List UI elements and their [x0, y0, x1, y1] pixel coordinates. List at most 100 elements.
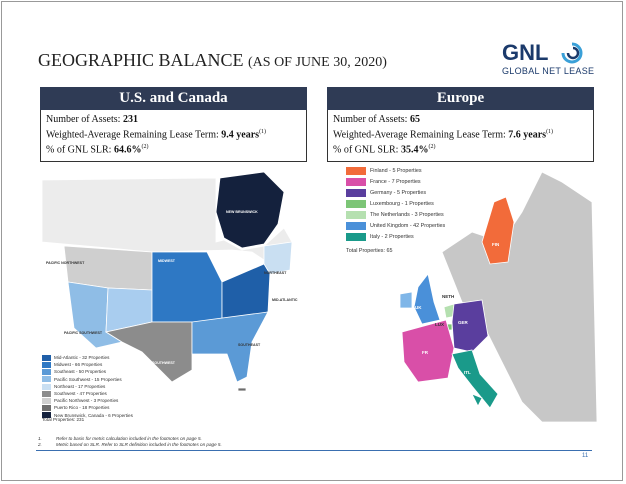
legend-swatch [346, 221, 366, 230]
panel-heading: Europe [327, 87, 594, 110]
legend-label: The Netherlands - 3 Properties [370, 212, 444, 218]
legend-swatch [42, 361, 51, 368]
legend-swatch [42, 412, 51, 419]
info-line: % of GNL SLR: 35.4%(2) [333, 141, 588, 156]
us-region-label: PACIFIC SOUTHWEST [64, 331, 103, 335]
legend-swatch [42, 390, 51, 397]
legend-label: Pacific Northwest - 3 Properties [54, 398, 119, 404]
us-legend: Mid-Atlantic - 32 Properties Midwest - 66… [42, 354, 133, 419]
legend-label: France - 7 Properties [370, 179, 421, 185]
legend-swatch [346, 199, 366, 208]
info-line: Number of Assets: 231 [46, 114, 301, 126]
legend-swatch [346, 166, 366, 175]
legend-label: Mid-Atlantic - 32 Properties [54, 355, 110, 360]
panel-body: Number of Assets: 65 Weighted-Average Rem… [327, 110, 594, 162]
legend-label: Pacific Southwest - 15 Properties [54, 376, 122, 382]
legend-label: Southeast - 50 Properties [54, 369, 107, 375]
legend-label: Northeast - 17 Properties [54, 383, 106, 389]
legend-item: Mid-Atlantic - 32 Properties [42, 354, 133, 361]
info-line: % of GNL SLR: 64.6%(2) [46, 141, 301, 156]
legend-item: Puerto Rico - 18 Properties [42, 404, 133, 412]
us-total: Total Properties: 231 [42, 417, 85, 422]
title-text: GEOGRAPHIC BALANCE [38, 50, 244, 70]
eu-country-label: FR [422, 350, 429, 355]
info-value: 65 [409, 114, 420, 125]
legend-item: Finland - 5 Properties [346, 166, 445, 177]
maps: NEW BRUNSWICK MIDWEST NORTHEAST PACIFIC NOR… [41, 171, 598, 423]
legend-item: Southwest - 47 Properties [42, 390, 133, 397]
eu-country-label: LUX [435, 322, 444, 327]
footnote-number: 2. [38, 442, 42, 447]
eu-country-label: ITL [464, 370, 471, 375]
info-value: 7.6 years [508, 129, 547, 141]
legend-label: Italy - 2 Properties [370, 234, 414, 240]
us-region-label: SOUTHEAST [238, 343, 261, 347]
legend-item: Midwest - 66 Properties [42, 361, 133, 368]
legend-item: Pacific Northwest - 3 Properties [42, 397, 133, 404]
panel-body: Number of Assets: 231 Weighted-Average Re… [40, 110, 307, 162]
panel-heading: U.S. and Canada [40, 87, 307, 110]
legend-item: Northeast - 17 Properties [42, 383, 133, 390]
footnote-ref: (1) [546, 129, 554, 135]
footer-rule [36, 450, 592, 451]
legend-label: Luxembourg - 1 Properties [370, 201, 434, 207]
us-region-label: SOUTHWEST [152, 361, 176, 365]
eu-country-label: GER [458, 320, 469, 325]
logo: GNL [502, 40, 549, 65]
us-map-labels: NEW BRUNSWICK MIDWEST NORTHEAST PACIFIC NOR… [46, 210, 298, 365]
legend-item: Pacific Southwest - 15 Properties [42, 376, 133, 383]
info-line: Weighted-Average Remaining Lease Term: 7… [333, 126, 588, 141]
eu-country-label: NETH [442, 294, 454, 299]
footnote-number: 1. [38, 436, 42, 441]
legend-swatch [42, 405, 51, 412]
legend-item: United Kingdom - 42 Properties [346, 221, 445, 232]
eu-country-label: FIN [492, 242, 499, 247]
info-value: 231 [122, 114, 138, 125]
info-value: 9.4 years [221, 129, 260, 141]
legend-label: New Brunswick, Canada - 6 Properties [54, 412, 133, 418]
footnote-ref: (2) [141, 144, 149, 151]
legend-swatch [346, 232, 366, 241]
logo-subtitle: GLOBAL NET LEASE [502, 66, 595, 76]
legend-swatch [346, 210, 366, 219]
info-value: 64.6% [113, 144, 142, 156]
eu-map-labels: FIN UK NETH LUX GER FR ITL [415, 242, 499, 375]
logo-icon [561, 42, 583, 64]
panel: U.S. and Canada Number of Assets: 231 Weig… [40, 87, 307, 162]
info-label: Weighted-Average Remaining Lease Term: [333, 129, 506, 141]
us-region-label: PACIFIC NORTHWEST [46, 261, 85, 265]
legend-item: Southeast - 50 Properties [42, 368, 133, 376]
footnote-text: Metric based on SLR. Refer to SLR defini… [56, 442, 222, 447]
legend-swatch [346, 177, 366, 186]
eu-total: Total Properties: 65 [346, 248, 393, 254]
legend-item: New Brunswick, Canada - 6 Properties [42, 412, 133, 419]
title: GEOGRAPHIC BALANCE (AS OF JUNE 30, 2020) [38, 50, 387, 71]
us-region-label: MIDWEST [158, 259, 176, 263]
info-label: % of GNL SLR: [333, 144, 399, 156]
legend-label: Southwest - 47 Properties [54, 391, 107, 397]
eu-country-label: UK [415, 305, 422, 310]
us-region-label: MID-ATLANTIC [272, 298, 298, 302]
legend-label: Finland - 5 Properties [370, 168, 422, 174]
legend-item: The Netherlands - 3 Properties [346, 210, 445, 221]
legend-swatch [42, 369, 51, 376]
eu-legend: Finland - 5 Properties France - 7 Propert… [346, 166, 445, 243]
legend-label: Puerto Rico - 18 Properties [54, 405, 110, 411]
info-label: Number of Assets: [46, 114, 121, 125]
footnote-ref: (1) [259, 129, 267, 135]
legend-label: Germany - 5 Properties [370, 190, 427, 196]
info-line: Number of Assets: 65 [333, 114, 588, 126]
panel: Europe Number of Assets: 65 Weighted-Avera… [327, 87, 594, 162]
info-label: Weighted-Average Remaining Lease Term: [46, 129, 219, 141]
footnote: 1. Refer to basis for metric calculation … [38, 436, 202, 441]
page-number: 11 [582, 453, 589, 459]
legend-label: United Kingdom - 42 Properties [370, 223, 446, 229]
info-label: Number of Assets: [333, 114, 408, 125]
footnote-text: Refer to basis for metric calculation in… [56, 436, 202, 441]
footnote: 2. Metric based on SLR. Refer to SLR defi… [38, 442, 222, 447]
legend-item: Italy - 2 Properties [346, 232, 445, 243]
info-line: Weighted-Average Remaining Lease Term: 9… [46, 126, 301, 141]
legend-item: Luxembourg - 1 Properties [346, 199, 445, 210]
legend-swatch [346, 188, 366, 197]
